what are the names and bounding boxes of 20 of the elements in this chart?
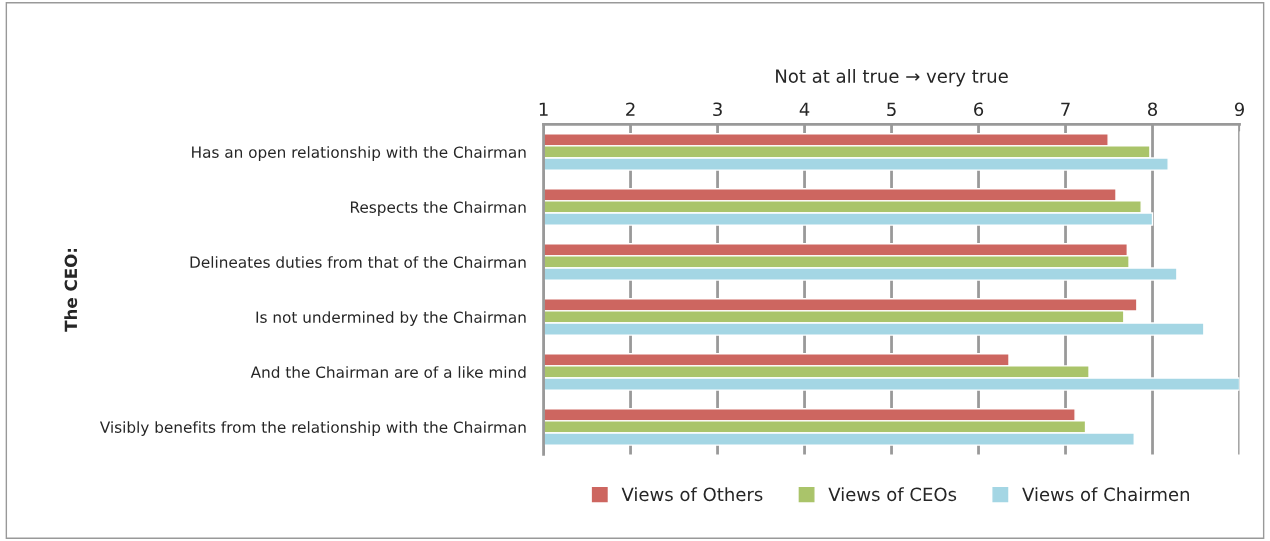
- legend-label: Views of CEOs: [828, 487, 957, 502]
- x-tick-label: 1: [539, 102, 548, 116]
- x-tick-label: 4: [799, 102, 810, 116]
- y-axis-title: The CEO:: [64, 248, 78, 332]
- legend-label: Views of Chairmen: [1022, 487, 1189, 502]
- x-tick-label: 9: [1234, 102, 1244, 117]
- x-tick-label: 2: [626, 102, 635, 116]
- x-tick-label: 6: [974, 102, 984, 117]
- x-tick-label: 5: [887, 102, 896, 117]
- legend-label: Views of Others: [621, 487, 763, 502]
- y-tick-label: And the Chairman are of a like mind: [250, 366, 526, 378]
- y-tick-label: Is not undermined by the Chairman: [256, 311, 526, 326]
- y-tick-label: Has an open relationship with the Chairman: [192, 146, 526, 161]
- y-tick-label: Visibly benefits from the relationship with the Chairman: [99, 421, 526, 436]
- x-tick-label: 7: [1061, 102, 1070, 116]
- x-tick-label: 8: [1148, 102, 1158, 117]
- x-tick-label: 3: [713, 102, 722, 117]
- y-tick-label: Respects the Chairman: [350, 201, 526, 216]
- y-tick-label: Delineates duties from that of the Chairman: [190, 256, 526, 268]
- x-axis-title: Not at all true → very true: [776, 68, 1008, 87]
